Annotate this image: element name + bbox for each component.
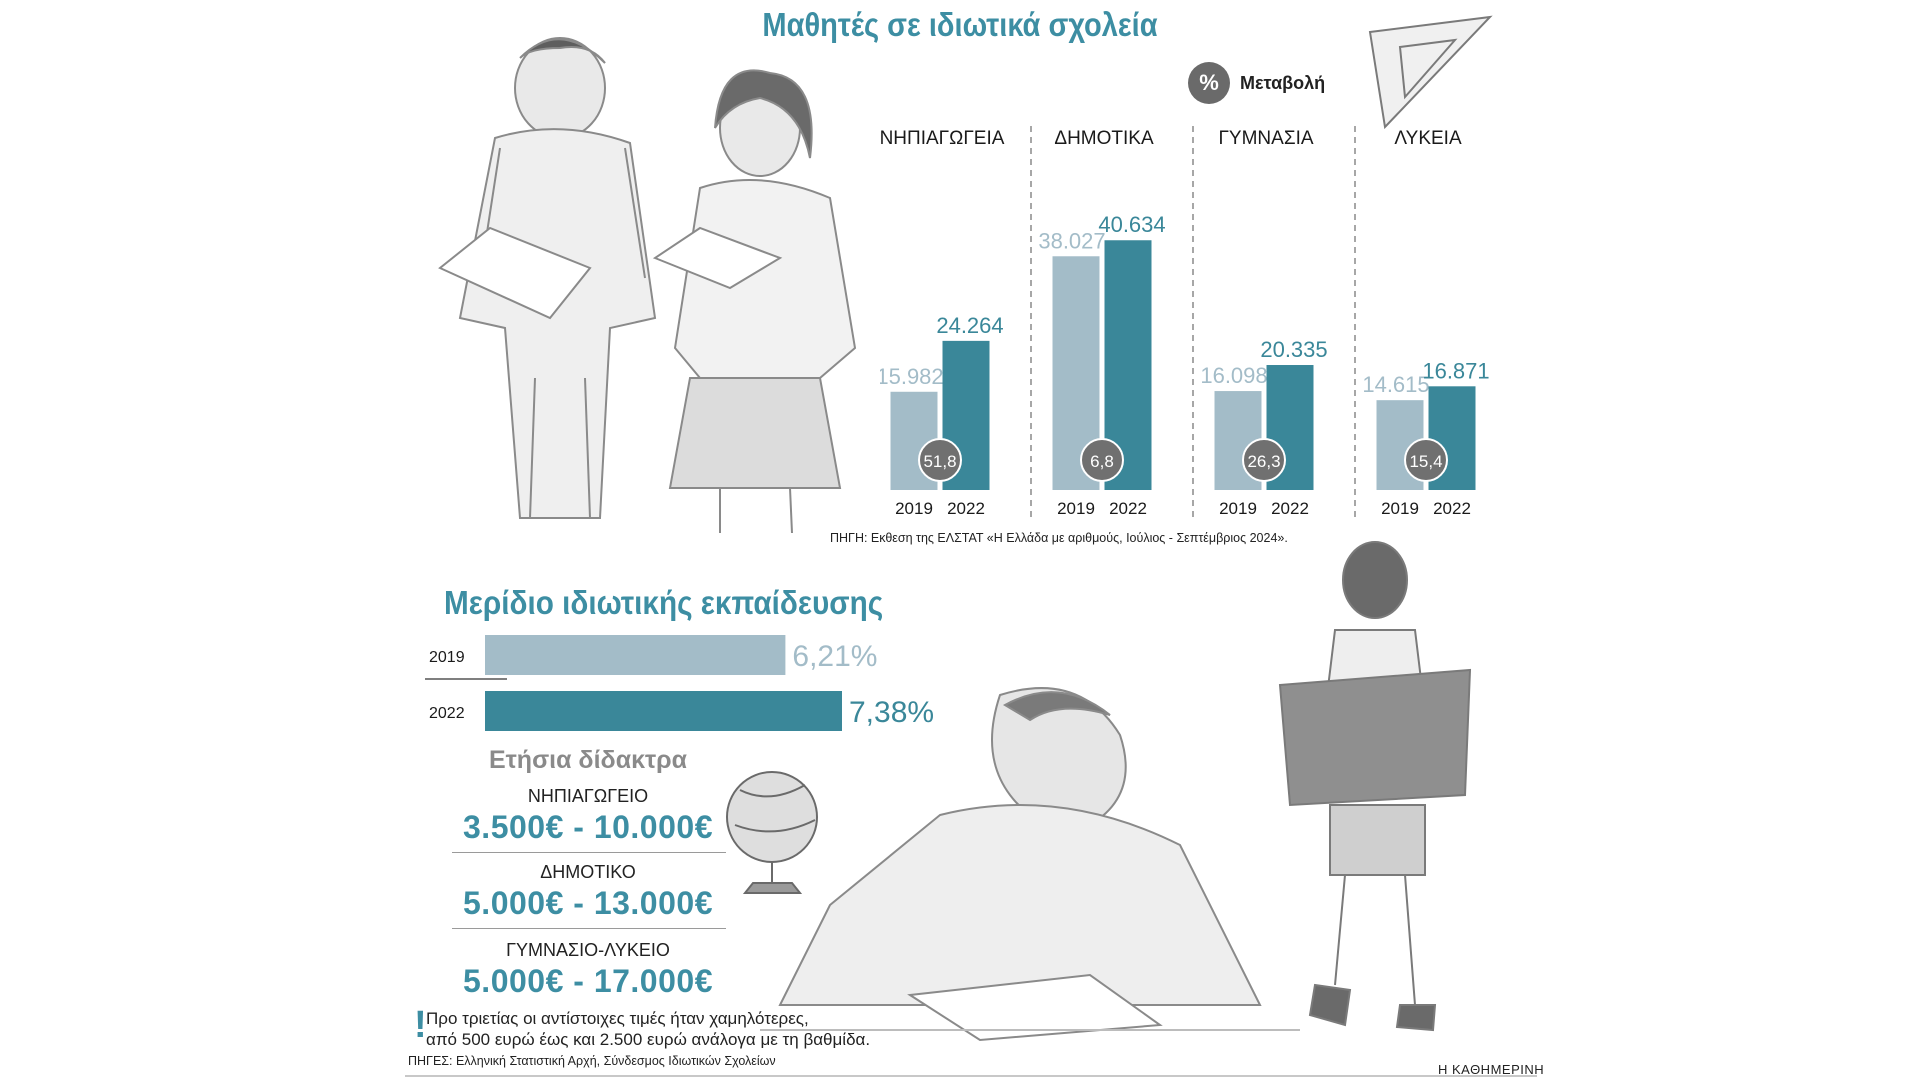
group-label: ΛΥΚΕΙΑ <box>1394 128 1462 149</box>
percent-badge-icon: % <box>1188 62 1230 104</box>
fee-divider <box>452 852 726 853</box>
bar-value-label: 20.335 <box>1260 337 1327 362</box>
year-label: 2022 <box>1433 499 1471 518</box>
footer-divider <box>405 1075 1537 1077</box>
fee-range: 3.500€ - 10.000€ <box>463 809 713 845</box>
publisher-brand: Η ΚΑΘΗΜΕΡΙΝΗ <box>1438 1062 1545 1077</box>
bar-value-label: 40.634 <box>1098 212 1165 237</box>
change-legend: % Μεταβολή <box>1188 62 1325 104</box>
fee-level: ΝΗΠΙΑΓΩΓΕΙΟ <box>527 786 649 806</box>
change-value: 26,3 <box>1247 452 1280 471</box>
change-value: 15,4 <box>1409 452 1442 471</box>
share-bar <box>485 635 786 675</box>
backpack-student-illustration <box>1278 541 1472 1032</box>
writing-student-illustration <box>760 687 1300 1042</box>
change-badge <box>918 438 962 482</box>
sources-footer: ΠΗΓΕΣ: Ελληνική Στατιστική Αρχή, Σύνδεσμ… <box>408 1054 776 1068</box>
year-label: 2019 <box>1057 499 1095 518</box>
fee-item: ΓΥΜΝΑΣΙΟ-ΛΥΚΕΙΟ 5.000€ - 17.000€ <box>400 940 776 1000</box>
share-value-label: 6,21% <box>792 640 877 673</box>
note-line: Προ τριετίας οι αντίστοιχες τιμές ήταν χ… <box>426 1009 809 1028</box>
share-bar <box>485 691 842 731</box>
fee-range: 5.000€ - 13.000€ <box>463 885 713 921</box>
note-line: από 500 ευρώ έως και 2.500 ευρώ ανάλογα … <box>426 1030 871 1050</box>
bar-value-label: 16.098 <box>1200 363 1267 388</box>
group-label: ΔΗΜΟΤΙΚΑ <box>1054 128 1154 149</box>
legend-label: Μεταβολή <box>1240 72 1326 93</box>
bar-value-label: 38.027 <box>1038 228 1105 253</box>
bar-value-label: 16.871 <box>1422 358 1489 383</box>
students-illustration <box>438 37 857 534</box>
share-title: Μερίδιο ιδιωτικής εκπαίδευσης <box>444 584 884 621</box>
change-badge <box>1080 438 1124 482</box>
change-value: 6,8 <box>1090 452 1114 471</box>
share-bar-chart: 2019 6,21% 2022 7,38% <box>425 635 934 731</box>
share-year-label: 2019 <box>429 649 465 666</box>
exclamation-icon: ! <box>414 1004 427 1046</box>
group-label: ΝΗΠΙΑΓΩΓΕΙΑ <box>880 128 1005 149</box>
year-label: 2019 <box>895 499 933 518</box>
fee-item: ΔΗΜΟΤΙΚΟ 5.000€ - 13.000€ <box>400 862 776 922</box>
globe-illustration <box>726 771 818 894</box>
year-label: 2019 <box>1381 499 1419 518</box>
year-label: 2019 <box>1219 499 1257 518</box>
fees-title: Ετήσια δίδακτρα <box>488 746 688 774</box>
fee-divider <box>452 928 726 929</box>
change-badge <box>1242 438 1286 482</box>
share-value-label: 7,38% <box>849 696 934 729</box>
fee-level: ΔΗΜΟΤΙΚΟ <box>540 862 636 882</box>
bar-value-label: 14.615 <box>1362 372 1429 397</box>
source-note: ΠΗΓΗ: Εκθεση της ΕΛΣΤΑΤ «Η Ελλάδα με αρι… <box>830 531 1288 545</box>
students-bar-chart: ΝΗΠΙΑΓΩΓΕΙΑ 15.982 2019 24.264 2022 51,8 ΔΗΜΟΤ… <box>880 126 1490 520</box>
year-label: 2022 <box>947 499 985 518</box>
change-badge <box>1404 438 1448 482</box>
fee-range: 5.000€ - 17.000€ <box>463 963 713 999</box>
year-label: 2022 <box>1271 499 1309 518</box>
fee-item: ΝΗΠΙΑΓΩΓΕΙΟ 3.500€ - 10.000€ <box>400 786 776 846</box>
fee-level: ΓΥΜΝΑΣΙΟ-ΛΥΚΕΙΟ <box>506 940 670 960</box>
change-value: 51,8 <box>923 452 956 471</box>
bar-value-label: 24.264 <box>936 313 1003 338</box>
group-label: ΓΥΜΝΑΣΙΑ <box>1218 128 1313 149</box>
year-label: 2022 <box>1109 499 1147 518</box>
share-year-label: 2022 <box>429 705 465 722</box>
fees-note: Προ τριετίας οι αντίστοιχες τιμές ήταν χ… <box>426 1008 870 1051</box>
bar-value-label: 15.982 <box>880 364 944 389</box>
set-square-illustration <box>1368 15 1493 130</box>
main-title: Μαθητές σε ιδιωτικά σχολεία <box>762 6 1158 43</box>
